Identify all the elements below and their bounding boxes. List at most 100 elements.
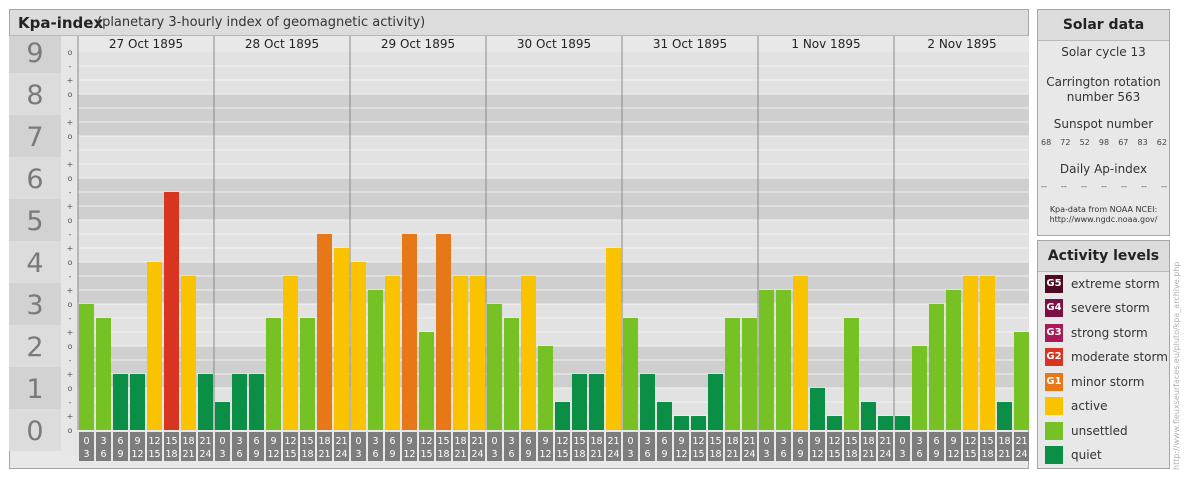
legend-label: active: [1071, 399, 1108, 413]
interval-label-box: [198, 432, 213, 461]
kp-bar: [436, 233, 451, 430]
ap-value: --: [1081, 182, 1087, 191]
interval-label-box: [793, 432, 808, 461]
chart-subtitle: (planetary 3-hourly index of geomagnetic…: [97, 15, 426, 30]
interval-start-label: 9: [270, 436, 276, 447]
interval-end-label: 9: [525, 449, 531, 460]
y-tick-label: 5: [26, 206, 43, 237]
interval-end-label: 3: [899, 449, 905, 460]
y-tick-label: 7: [26, 122, 43, 153]
interval-label-box: [946, 432, 961, 461]
kp-bar: [708, 374, 723, 430]
sub-tick-column: [61, 36, 78, 455]
kp-bar: [453, 275, 468, 430]
interval-end-label: 6: [508, 449, 514, 460]
solar-data-header: Solar data: [1038, 10, 1169, 41]
interval-label-box: [997, 432, 1012, 461]
level-label-cell: [9, 409, 61, 451]
carrington-rotation-line1: Carrington rotation: [1046, 75, 1161, 89]
interval-end-label: 15: [964, 449, 976, 460]
kp-bar: [742, 317, 757, 430]
kp-bar: [504, 317, 519, 430]
legend-item-unsettled: unsettled: [1045, 421, 1128, 441]
interval-label-box: [878, 432, 893, 461]
interval-end-label: 9: [117, 449, 123, 460]
kp-bar: [249, 374, 264, 430]
kp-bar: [130, 374, 145, 430]
interval-label-box: [810, 432, 825, 461]
interval-start-label: 18: [454, 436, 466, 447]
sub-tick-label: +: [67, 160, 74, 169]
interval-start-label: 15: [709, 436, 721, 447]
sub-tick-label: +: [67, 370, 74, 379]
sub-tick-label: o: [68, 174, 73, 183]
legend-label: quiet: [1071, 448, 1102, 462]
interval-end-label: 6: [236, 449, 242, 460]
kp-bar: [657, 401, 672, 430]
sub-tick-label: +: [67, 202, 74, 211]
interval-label-box: [572, 432, 587, 461]
sub-tick-label: -: [69, 146, 72, 155]
day-label: 1 Nov 1895: [791, 37, 860, 51]
legend-swatch: G5: [1045, 275, 1063, 293]
interval-start-label: 9: [814, 436, 820, 447]
kp-bar: [793, 275, 808, 430]
interval-start-label: 0: [219, 436, 225, 447]
interval-start-label: 18: [182, 436, 194, 447]
legend-swatch: [1045, 422, 1063, 440]
interval-label-box: [623, 432, 638, 461]
kp-bar: [827, 416, 842, 430]
sunspot-value: 62: [1156, 138, 1167, 147]
legend-label: strong storm: [1071, 326, 1148, 340]
y-tick-label: 0: [26, 416, 43, 447]
interval-label-box: [657, 432, 672, 461]
kp-band: [78, 346, 1029, 388]
interval-label-box: [453, 432, 468, 461]
legend-swatch: [1045, 397, 1063, 415]
interval-end-label: 24: [199, 449, 211, 460]
legend-swatch: G2: [1045, 348, 1063, 366]
interval-start-label: 6: [797, 436, 803, 447]
kp-bar: [538, 346, 553, 430]
day-label: 27 Oct 1895: [109, 37, 183, 51]
kp-bar: [334, 248, 349, 430]
interval-end-label: 3: [627, 449, 633, 460]
interval-start-label: 0: [83, 436, 89, 447]
level-label-cell: [9, 241, 61, 283]
kp-bar: [861, 401, 876, 430]
interval-start-label: 3: [508, 436, 514, 447]
kp-bar: [640, 374, 655, 430]
interval-start-label: 6: [117, 436, 123, 447]
interval-label-box: [130, 432, 145, 461]
interval-start-label: 6: [253, 436, 259, 447]
interval-end-label: 21: [454, 449, 466, 460]
interval-start-label: 15: [165, 436, 177, 447]
interval-label-box: [96, 432, 111, 461]
interval-end-label: 18: [709, 449, 721, 460]
interval-end-label: 9: [933, 449, 939, 460]
interval-end-label: 15: [420, 449, 432, 460]
sunspot-value: 67: [1118, 138, 1129, 147]
sub-tick-label: +: [67, 412, 74, 421]
interval-label-box: [283, 432, 298, 461]
sunspot-value: 68: [1041, 138, 1052, 147]
interval-end-label: 15: [692, 449, 704, 460]
interval-end-label: 3: [219, 449, 225, 460]
interval-label-box: [912, 432, 927, 461]
interval-end-label: 6: [372, 449, 378, 460]
y-tick-label: 8: [26, 80, 43, 111]
interval-label-box: [402, 432, 417, 461]
ap-value: --: [1121, 182, 1127, 191]
chart-title-bar: Kpa-index (planetary 3-hourly index of g…: [10, 10, 1028, 36]
interval-label-box: [861, 432, 876, 461]
ap-value: --: [1141, 182, 1147, 191]
interval-label-box: [436, 432, 451, 461]
legend-item-moderate-storm: G2 moderate storm: [1045, 347, 1168, 367]
interval-label-box: [1014, 432, 1029, 461]
kp-bar: [776, 290, 791, 430]
kpa-bar-chart: 0123456789o+-o+-o+-o+-o+-o+-o+-o+-o+-o27…: [9, 36, 1029, 461]
kp-bar: [759, 290, 774, 430]
interval-start-label: 18: [726, 436, 738, 447]
sub-tick-label: o: [68, 258, 73, 267]
kp-bar: [419, 332, 434, 430]
